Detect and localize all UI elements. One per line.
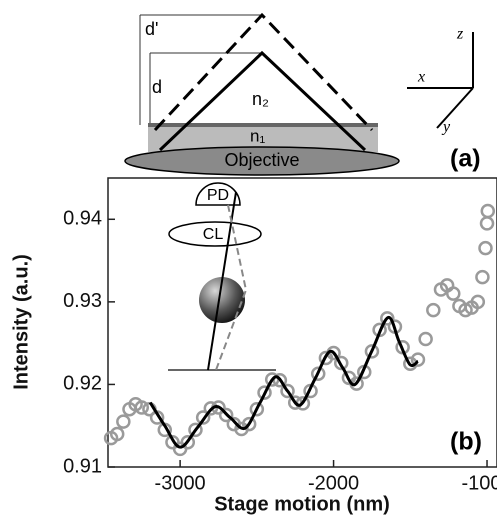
data-point — [310, 366, 326, 381]
x-tick-label: -3000 — [155, 472, 206, 494]
label: n₂ — [252, 89, 269, 109]
y-tick-label: 0.94 — [63, 208, 102, 230]
panel-label: (a) — [450, 145, 481, 173]
objective — [124, 146, 400, 176]
x-axis-label: Stage motion (nm) — [214, 493, 390, 515]
x-tick-label: -2000 — [308, 472, 359, 494]
photodiode — [195, 182, 241, 206]
fit-line — [148, 316, 419, 449]
data-point — [418, 331, 433, 347]
x-tick-label: -1000 — [461, 472, 497, 494]
data-point — [195, 410, 211, 425]
label: CL — [203, 226, 224, 243]
data-point — [364, 344, 380, 359]
data-point — [380, 311, 395, 326]
data-point — [203, 401, 219, 416]
data-point — [280, 383, 295, 399]
panel-label: (b) — [450, 428, 482, 456]
data-point — [272, 373, 288, 388]
data-point — [218, 407, 234, 423]
axis-arrow — [436, 87, 474, 129]
beam-dashed — [215, 204, 248, 371]
inset: PD CL — [168, 182, 276, 371]
data-point — [478, 240, 493, 256]
y-axis-label: Intensity (a.u.) — [10, 254, 32, 390]
data-point — [116, 414, 131, 429]
label: Objective — [224, 150, 299, 170]
y-tick-label: 0.93 — [63, 290, 102, 312]
bead — [199, 277, 245, 323]
data-point — [470, 294, 486, 310]
data-point — [480, 203, 496, 219]
data-point — [109, 426, 125, 442]
y-tick-label: 0.91 — [63, 455, 102, 477]
diagram-a: d' d n₂ n₁ Objective z x y (a) — [124, 12, 481, 176]
label: PD — [207, 187, 229, 204]
plot-frame — [107, 177, 497, 468]
lens — [168, 221, 262, 247]
data-point — [446, 286, 461, 301]
chart-b: PD CL (b) Stage motion (nm) Intensity (a… — [10, 177, 497, 515]
data-point — [410, 352, 426, 367]
data-point — [257, 385, 272, 400]
data-point — [426, 302, 441, 318]
label: y — [441, 119, 451, 136]
label: x — [417, 69, 425, 86]
ray — [158, 50, 367, 152]
label: n₁ — [250, 126, 265, 145]
data-point — [333, 355, 349, 371]
data-point — [475, 269, 490, 285]
data-point — [188, 422, 203, 438]
data-point — [249, 401, 265, 417]
label: d — [152, 77, 162, 97]
data-point — [180, 434, 196, 450]
data-point — [241, 416, 257, 432]
data-point — [134, 400, 150, 415]
ray-dashed — [153, 12, 374, 132]
data-point — [479, 216, 495, 231]
label: z — [456, 26, 464, 43]
y-tick-label: 0.92 — [63, 373, 102, 395]
label: d' — [145, 19, 158, 39]
